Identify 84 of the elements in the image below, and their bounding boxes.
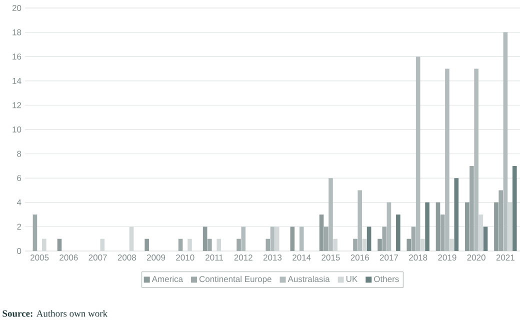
bar [188, 238, 192, 251]
bar [324, 226, 328, 251]
bar [208, 238, 212, 251]
x-tick-label: 2019 [438, 254, 456, 261]
bar [382, 226, 387, 251]
bar [425, 202, 430, 251]
y-tick-label: 20 [12, 4, 22, 11]
x-tick-label: 2014 [292, 254, 311, 261]
x-tick-label: 2010 [176, 254, 194, 261]
y-tick-label: 8 [17, 150, 22, 157]
y-tick-label: 10 [12, 126, 22, 132]
bar [366, 226, 372, 251]
y-tick-label: 4 [16, 199, 22, 206]
bar [508, 202, 512, 251]
bar [32, 214, 38, 251]
bar [353, 238, 358, 251]
bar [57, 238, 62, 251]
bar [42, 238, 46, 251]
x-tick-label: 2005 [30, 254, 49, 261]
x-tick-label: 2017 [380, 254, 398, 261]
bar [100, 238, 105, 251]
bar [436, 202, 440, 251]
x-tick-label: 2012 [234, 254, 252, 261]
bar [216, 238, 222, 251]
bar [358, 190, 362, 251]
bar [362, 238, 367, 251]
y-tick-label: 16 [12, 54, 22, 60]
x-tick-label: 2013 [263, 254, 282, 261]
bar [416, 56, 420, 251]
legend-label: Australasia [288, 276, 330, 282]
bar [386, 202, 392, 251]
text: Source: Authors own work [2, 310, 108, 317]
x-tick-label: 2011 [206, 254, 223, 261]
y-tick-label: 6 [17, 175, 22, 182]
bar [378, 238, 382, 251]
bar [474, 68, 478, 251]
bar [406, 238, 412, 251]
x-tick-label: 2018 [409, 254, 428, 261]
x-tick-label: 2020 [467, 254, 486, 261]
y-tick-label: 2 [17, 224, 22, 230]
bar [440, 214, 445, 251]
legend-label: Continental Europe [199, 276, 272, 284]
bar [498, 190, 503, 251]
bar [396, 214, 400, 251]
x-tick-label: 2006 [60, 254, 78, 261]
bar [512, 166, 517, 251]
bar [454, 178, 459, 251]
x-tick-label: 2007 [88, 254, 107, 261]
y-tick-label: 18 [12, 29, 22, 36]
bar [299, 226, 304, 251]
x-tick-label: 2008 [118, 254, 136, 261]
bar [241, 226, 246, 251]
bar [274, 226, 280, 251]
x-tick-label: 2015 [322, 254, 340, 261]
bar [266, 238, 270, 251]
bar [450, 238, 454, 251]
bar [144, 238, 149, 251]
bar [333, 238, 338, 251]
bar [129, 226, 134, 251]
bar [319, 214, 324, 251]
bar [178, 238, 183, 251]
x-tick-label: 2016 [350, 254, 369, 261]
bar [290, 226, 295, 251]
x-tick-label: 2009 [147, 254, 166, 261]
bar [503, 32, 508, 251]
y-tick-label: 14 [12, 78, 22, 84]
x-tick-label: 2021 [496, 254, 514, 261]
legend-label: Others [374, 276, 399, 282]
y-tick-label: 12 [12, 102, 22, 108]
bar [270, 226, 275, 251]
bar [470, 166, 474, 251]
bar [420, 238, 425, 251]
bar [202, 226, 208, 251]
bar [236, 238, 241, 251]
bar [494, 202, 498, 251]
bar [464, 202, 470, 251]
legend-label: UK [346, 276, 358, 282]
bar [328, 178, 333, 251]
y-tick-label: 0 [17, 248, 22, 254]
bar [411, 226, 416, 251]
legend-label: America [152, 276, 184, 282]
bar [478, 214, 484, 251]
bar [445, 68, 450, 251]
bar [483, 226, 488, 251]
